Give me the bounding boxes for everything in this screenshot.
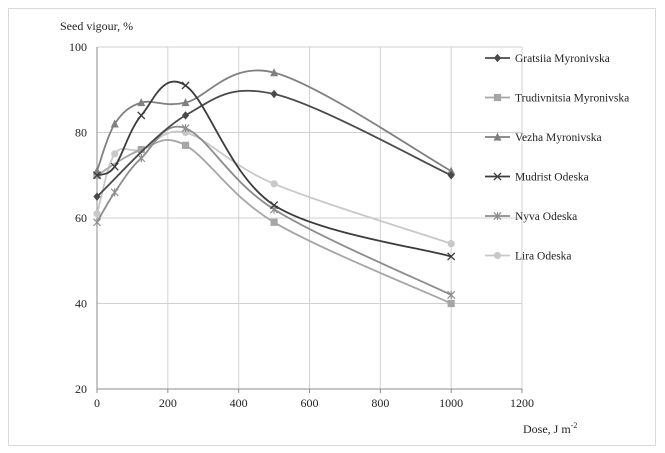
legend-label: Nyva Odeska [515,211,577,223]
data-point-marker [447,166,456,175]
legend-label: Lira Odeska [515,251,572,263]
data-point-marker [137,154,146,163]
y-tick-label: 60 [75,211,87,225]
x-tick-label: 400 [230,396,248,410]
data-point-marker-stroke [92,171,102,180]
legend-label: Gratsiia Myronivska [515,53,610,65]
x-tick-label: 800 [371,396,389,410]
series-lines [92,68,456,308]
legend-marker [493,53,502,63]
x-tick-label: 0 [94,396,100,410]
data-point-marker [93,192,101,201]
series-line [96,69,452,172]
legend-marker [493,93,502,102]
data-point-marker [270,68,279,77]
data-point-marker [447,252,456,261]
data-point-marker [93,166,101,175]
data-point-marker [181,81,190,90]
data-point-marker [137,111,146,120]
data-point-marker [110,188,119,197]
data-point-marker [110,162,119,171]
data-point-marker-stroke [270,201,279,210]
legend-label: Trudivnitsia Myronivska [515,93,629,105]
y-tick-label: 40 [75,297,87,311]
legend-label: Vezha Myronivska [515,132,602,144]
data-point-marker [447,290,456,300]
y-tick-label: 100 [69,40,87,54]
data-point-marker [270,201,279,210]
data-point-marker [270,218,278,226]
x-tick-label: 200 [159,396,177,410]
x-tick-label: 1000 [439,396,463,410]
data-point-marker [181,98,190,107]
data-point-marker [137,98,146,107]
series-line [96,139,452,305]
legend-marker-stroke [493,172,502,181]
x-tick-label: 600 [301,396,319,410]
legend-marker [493,251,502,260]
data-point-marker-stroke [137,111,146,120]
data-point-marker [111,150,119,158]
data-point-marker [270,89,278,99]
y-tick-label: 80 [75,126,87,140]
legend-label: Mudrist Odeska [515,172,589,184]
data-point-marker [92,218,102,227]
data-point-marker [92,171,102,180]
data-point-marker [137,146,145,154]
chart-frame [8,8,656,446]
legend-marker [493,211,502,221]
data-point-marker [110,119,119,128]
data-point-marker [447,299,455,308]
y-tick-label: 20 [75,382,87,396]
data-point-marker [447,171,455,180]
x-axis-label-base: Dose, J m [523,422,571,436]
data-point-marker-stroke [181,81,190,90]
legend-marker [493,172,502,181]
data-point-marker [270,180,278,188]
y-axis-label: Seed vigour, % [60,19,133,33]
grid-lines [96,46,523,390]
data-point-marker-stroke [447,252,456,261]
data-point-marker-stroke [110,162,119,171]
x-axis-label-superscript: -2 [571,421,578,430]
series-line [96,80,452,258]
data-point-marker [181,124,190,133]
legend-marker [493,132,502,141]
data-point-marker [181,111,190,120]
x-tick-label: 1200 [510,396,534,410]
data-point-marker [447,240,455,248]
series-line [96,89,452,198]
data-point-marker [181,141,190,149]
data-point-marker [93,210,101,218]
x-axis-label: Dose, J m-2 [523,421,577,436]
legend: Gratsiia Myronivska Trudivnitsia Myronivs… [485,53,629,263]
